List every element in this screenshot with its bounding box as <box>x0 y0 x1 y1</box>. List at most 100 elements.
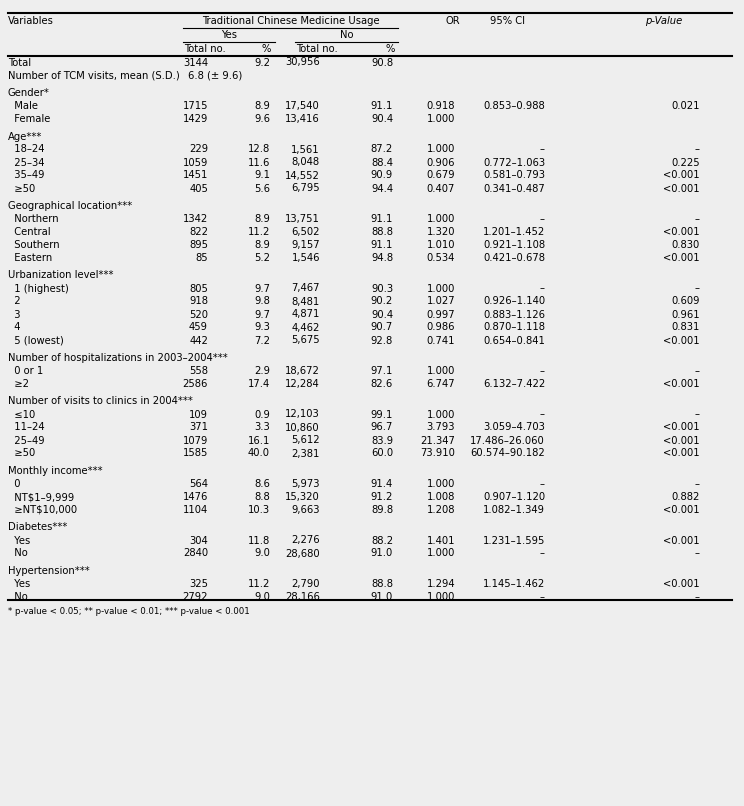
Text: –: – <box>540 144 545 155</box>
Text: 0.906: 0.906 <box>426 157 455 168</box>
Text: 8,481: 8,481 <box>292 297 320 306</box>
Text: 459: 459 <box>189 322 208 333</box>
Text: 88.8: 88.8 <box>371 579 393 589</box>
Text: 0.831: 0.831 <box>672 322 700 333</box>
Text: 17.486–26.060: 17.486–26.060 <box>470 435 545 446</box>
Text: 0.853–0.988: 0.853–0.988 <box>484 101 545 111</box>
Text: 28,166: 28,166 <box>285 592 320 602</box>
Text: 0.883–1.126: 0.883–1.126 <box>483 310 545 319</box>
Text: Southern: Southern <box>8 240 60 250</box>
Text: Number of hospitalizations in 2003–2004***: Number of hospitalizations in 2003–2004*… <box>8 353 228 363</box>
Text: 1.008: 1.008 <box>426 492 455 502</box>
Text: Male: Male <box>8 101 38 111</box>
Text: 6,795: 6,795 <box>292 184 320 193</box>
Text: 4: 4 <box>8 322 21 333</box>
Text: 1.000: 1.000 <box>426 366 455 376</box>
Text: 9.7: 9.7 <box>254 284 270 293</box>
Text: Total: Total <box>8 57 31 68</box>
Text: 91.1: 91.1 <box>371 240 393 250</box>
Text: 0.534: 0.534 <box>426 253 455 263</box>
Text: 35–49: 35–49 <box>8 171 45 181</box>
Text: –: – <box>695 284 700 293</box>
Text: 87.2: 87.2 <box>371 144 393 155</box>
Text: 1585: 1585 <box>182 448 208 459</box>
Text: 6,502: 6,502 <box>292 227 320 237</box>
Text: 229: 229 <box>189 144 208 155</box>
Text: No: No <box>340 30 353 40</box>
Text: 9.3: 9.3 <box>254 322 270 333</box>
Text: 5,675: 5,675 <box>292 335 320 346</box>
Text: NT$1–9,999: NT$1–9,999 <box>8 492 74 502</box>
Text: No: No <box>8 592 28 602</box>
Text: 0.679: 0.679 <box>426 171 455 181</box>
Text: 11.8: 11.8 <box>248 535 270 546</box>
Text: 9.6: 9.6 <box>254 114 270 124</box>
Text: 90.8: 90.8 <box>371 57 393 68</box>
Text: Yes: Yes <box>8 535 31 546</box>
Text: 94.8: 94.8 <box>371 253 393 263</box>
Text: 304: 304 <box>189 535 208 546</box>
Text: <0.001: <0.001 <box>664 253 700 263</box>
Text: 83.9: 83.9 <box>371 435 393 446</box>
Text: <0.001: <0.001 <box>664 448 700 459</box>
Text: –: – <box>695 549 700 559</box>
Text: Eastern: Eastern <box>8 253 52 263</box>
Text: 2,381: 2,381 <box>292 448 320 459</box>
Text: Yes: Yes <box>8 579 31 589</box>
Text: 1104: 1104 <box>183 505 208 515</box>
Text: 5,973: 5,973 <box>292 479 320 489</box>
Text: 90.2: 90.2 <box>371 297 393 306</box>
Text: 5,612: 5,612 <box>292 435 320 446</box>
Text: 82.6: 82.6 <box>371 379 393 389</box>
Text: 0.407: 0.407 <box>426 184 455 193</box>
Text: p-Value: p-Value <box>645 16 682 26</box>
Text: Female: Female <box>8 114 51 124</box>
Text: –: – <box>695 144 700 155</box>
Text: 2,790: 2,790 <box>292 579 320 589</box>
Text: 0.021: 0.021 <box>672 101 700 111</box>
Text: –: – <box>540 409 545 419</box>
Text: Central: Central <box>8 227 51 237</box>
Text: –: – <box>540 549 545 559</box>
Text: 18,672: 18,672 <box>285 366 320 376</box>
Text: Monthly income***: Monthly income*** <box>8 466 103 476</box>
Text: 1.000: 1.000 <box>426 214 455 224</box>
Text: –: – <box>695 366 700 376</box>
Text: 3.059–4.703: 3.059–4.703 <box>483 422 545 433</box>
Text: 73.910: 73.910 <box>420 448 455 459</box>
Text: 12,284: 12,284 <box>285 379 320 389</box>
Text: 5.6: 5.6 <box>254 184 270 193</box>
Text: 0.581–0.793: 0.581–0.793 <box>483 171 545 181</box>
Text: Hypertension***: Hypertension*** <box>8 566 90 576</box>
Text: 1,561: 1,561 <box>292 144 320 155</box>
Text: 8.8: 8.8 <box>254 492 270 502</box>
Text: 13,416: 13,416 <box>285 114 320 124</box>
Text: 16.1: 16.1 <box>248 435 270 446</box>
Text: 90.3: 90.3 <box>371 284 393 293</box>
Text: 8.6: 8.6 <box>254 479 270 489</box>
Text: 6.8 (± 9.6): 6.8 (± 9.6) <box>188 70 243 81</box>
Text: Variables: Variables <box>8 16 54 26</box>
Text: ≥NT$10,000: ≥NT$10,000 <box>8 505 77 515</box>
Text: 88.4: 88.4 <box>371 157 393 168</box>
Text: 30,956: 30,956 <box>285 57 320 68</box>
Text: 92.8: 92.8 <box>371 335 393 346</box>
Text: 8.9: 8.9 <box>254 240 270 250</box>
Text: <0.001: <0.001 <box>664 227 700 237</box>
Text: 1429: 1429 <box>182 114 208 124</box>
Text: –: – <box>695 214 700 224</box>
Text: 2.9: 2.9 <box>254 366 270 376</box>
Text: 96.7: 96.7 <box>371 422 393 433</box>
Text: 7,467: 7,467 <box>292 284 320 293</box>
Text: 1451: 1451 <box>182 171 208 181</box>
Text: <0.001: <0.001 <box>664 379 700 389</box>
Text: 1.231–1.595: 1.231–1.595 <box>483 535 545 546</box>
Text: Traditional Chinese Medicine Usage: Traditional Chinese Medicine Usage <box>202 16 379 26</box>
Text: 10.3: 10.3 <box>248 505 270 515</box>
Text: 12.8: 12.8 <box>248 144 270 155</box>
Text: 91.2: 91.2 <box>371 492 393 502</box>
Text: 14,552: 14,552 <box>285 171 320 181</box>
Text: Gender*: Gender* <box>8 88 50 98</box>
Text: 9.0: 9.0 <box>254 549 270 559</box>
Text: –: – <box>540 592 545 602</box>
